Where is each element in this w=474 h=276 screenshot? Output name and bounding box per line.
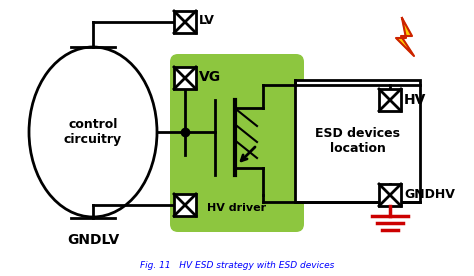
- Bar: [295, 80, 420, 202]
- Text: GNDLV: GNDLV: [67, 233, 119, 247]
- Bar: [379, 89, 401, 111]
- Text: VG: VG: [199, 70, 221, 84]
- Polygon shape: [396, 18, 414, 56]
- Bar: [174, 67, 196, 89]
- Text: ESD devices
location: ESD devices location: [315, 127, 400, 155]
- Text: HV: HV: [404, 93, 427, 107]
- Text: GNDHV: GNDHV: [404, 189, 455, 201]
- Text: LV: LV: [199, 15, 215, 28]
- Bar: [379, 184, 401, 206]
- FancyBboxPatch shape: [170, 54, 304, 232]
- Text: HV driver: HV driver: [208, 203, 266, 213]
- Bar: [174, 11, 196, 33]
- Bar: [174, 194, 196, 216]
- Text: control
circuitry: control circuitry: [64, 118, 122, 146]
- Text: Fig. 11   HV ESD strategy with ESD devices: Fig. 11 HV ESD strategy with ESD devices: [140, 261, 334, 269]
